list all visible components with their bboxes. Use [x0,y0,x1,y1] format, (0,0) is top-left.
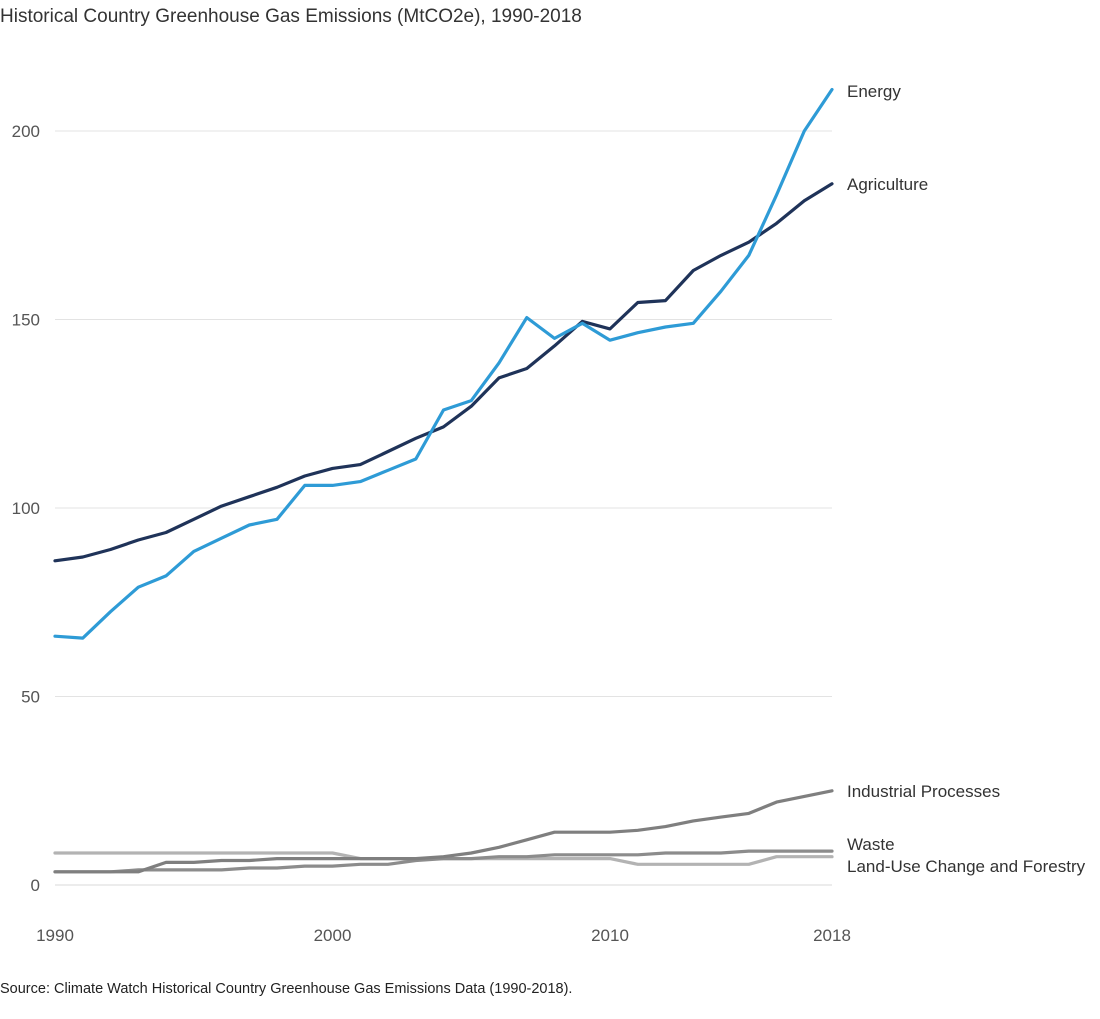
series-label-waste: Waste [847,835,895,854]
series-line-industrial-processes [53,789,834,874]
y-tick-label: 0 [31,876,40,895]
y-tick-label: 150 [12,311,40,330]
gridlines [55,130,832,886]
y-tick-label: 100 [12,499,40,518]
source-note: Source: Climate Watch Historical Country… [0,981,573,997]
x-tick-label: 2010 [591,926,629,945]
series-label-land-use-change-and-forestry: Land-Use Change and Forestry [847,857,1086,876]
series-label-industrial-processes: Industrial Processes [847,782,1000,801]
chart-title: Historical Country Greenhouse Gas Emissi… [0,6,582,27]
series-label-agriculture: Agriculture [847,175,928,194]
series-labels: Energy Agriculture Industrial Processes Was… [847,82,1086,876]
y-tick-label: 200 [12,122,40,141]
series-line-energy [53,87,834,640]
x-tick-label: 2018 [813,926,851,945]
x-axis-ticks: 1990 2000 2010 2018 [36,926,851,945]
x-tick-label: 2000 [314,926,352,945]
series-label-energy: Energy [847,82,901,101]
series-lines [53,87,834,874]
series-line-waste [53,849,834,874]
y-tick-label: 50 [21,688,40,707]
y-axis-ticks: 0 50 100 150 200 [12,122,40,895]
series-line-agriculture [53,182,834,563]
x-tick-label: 1990 [36,926,74,945]
